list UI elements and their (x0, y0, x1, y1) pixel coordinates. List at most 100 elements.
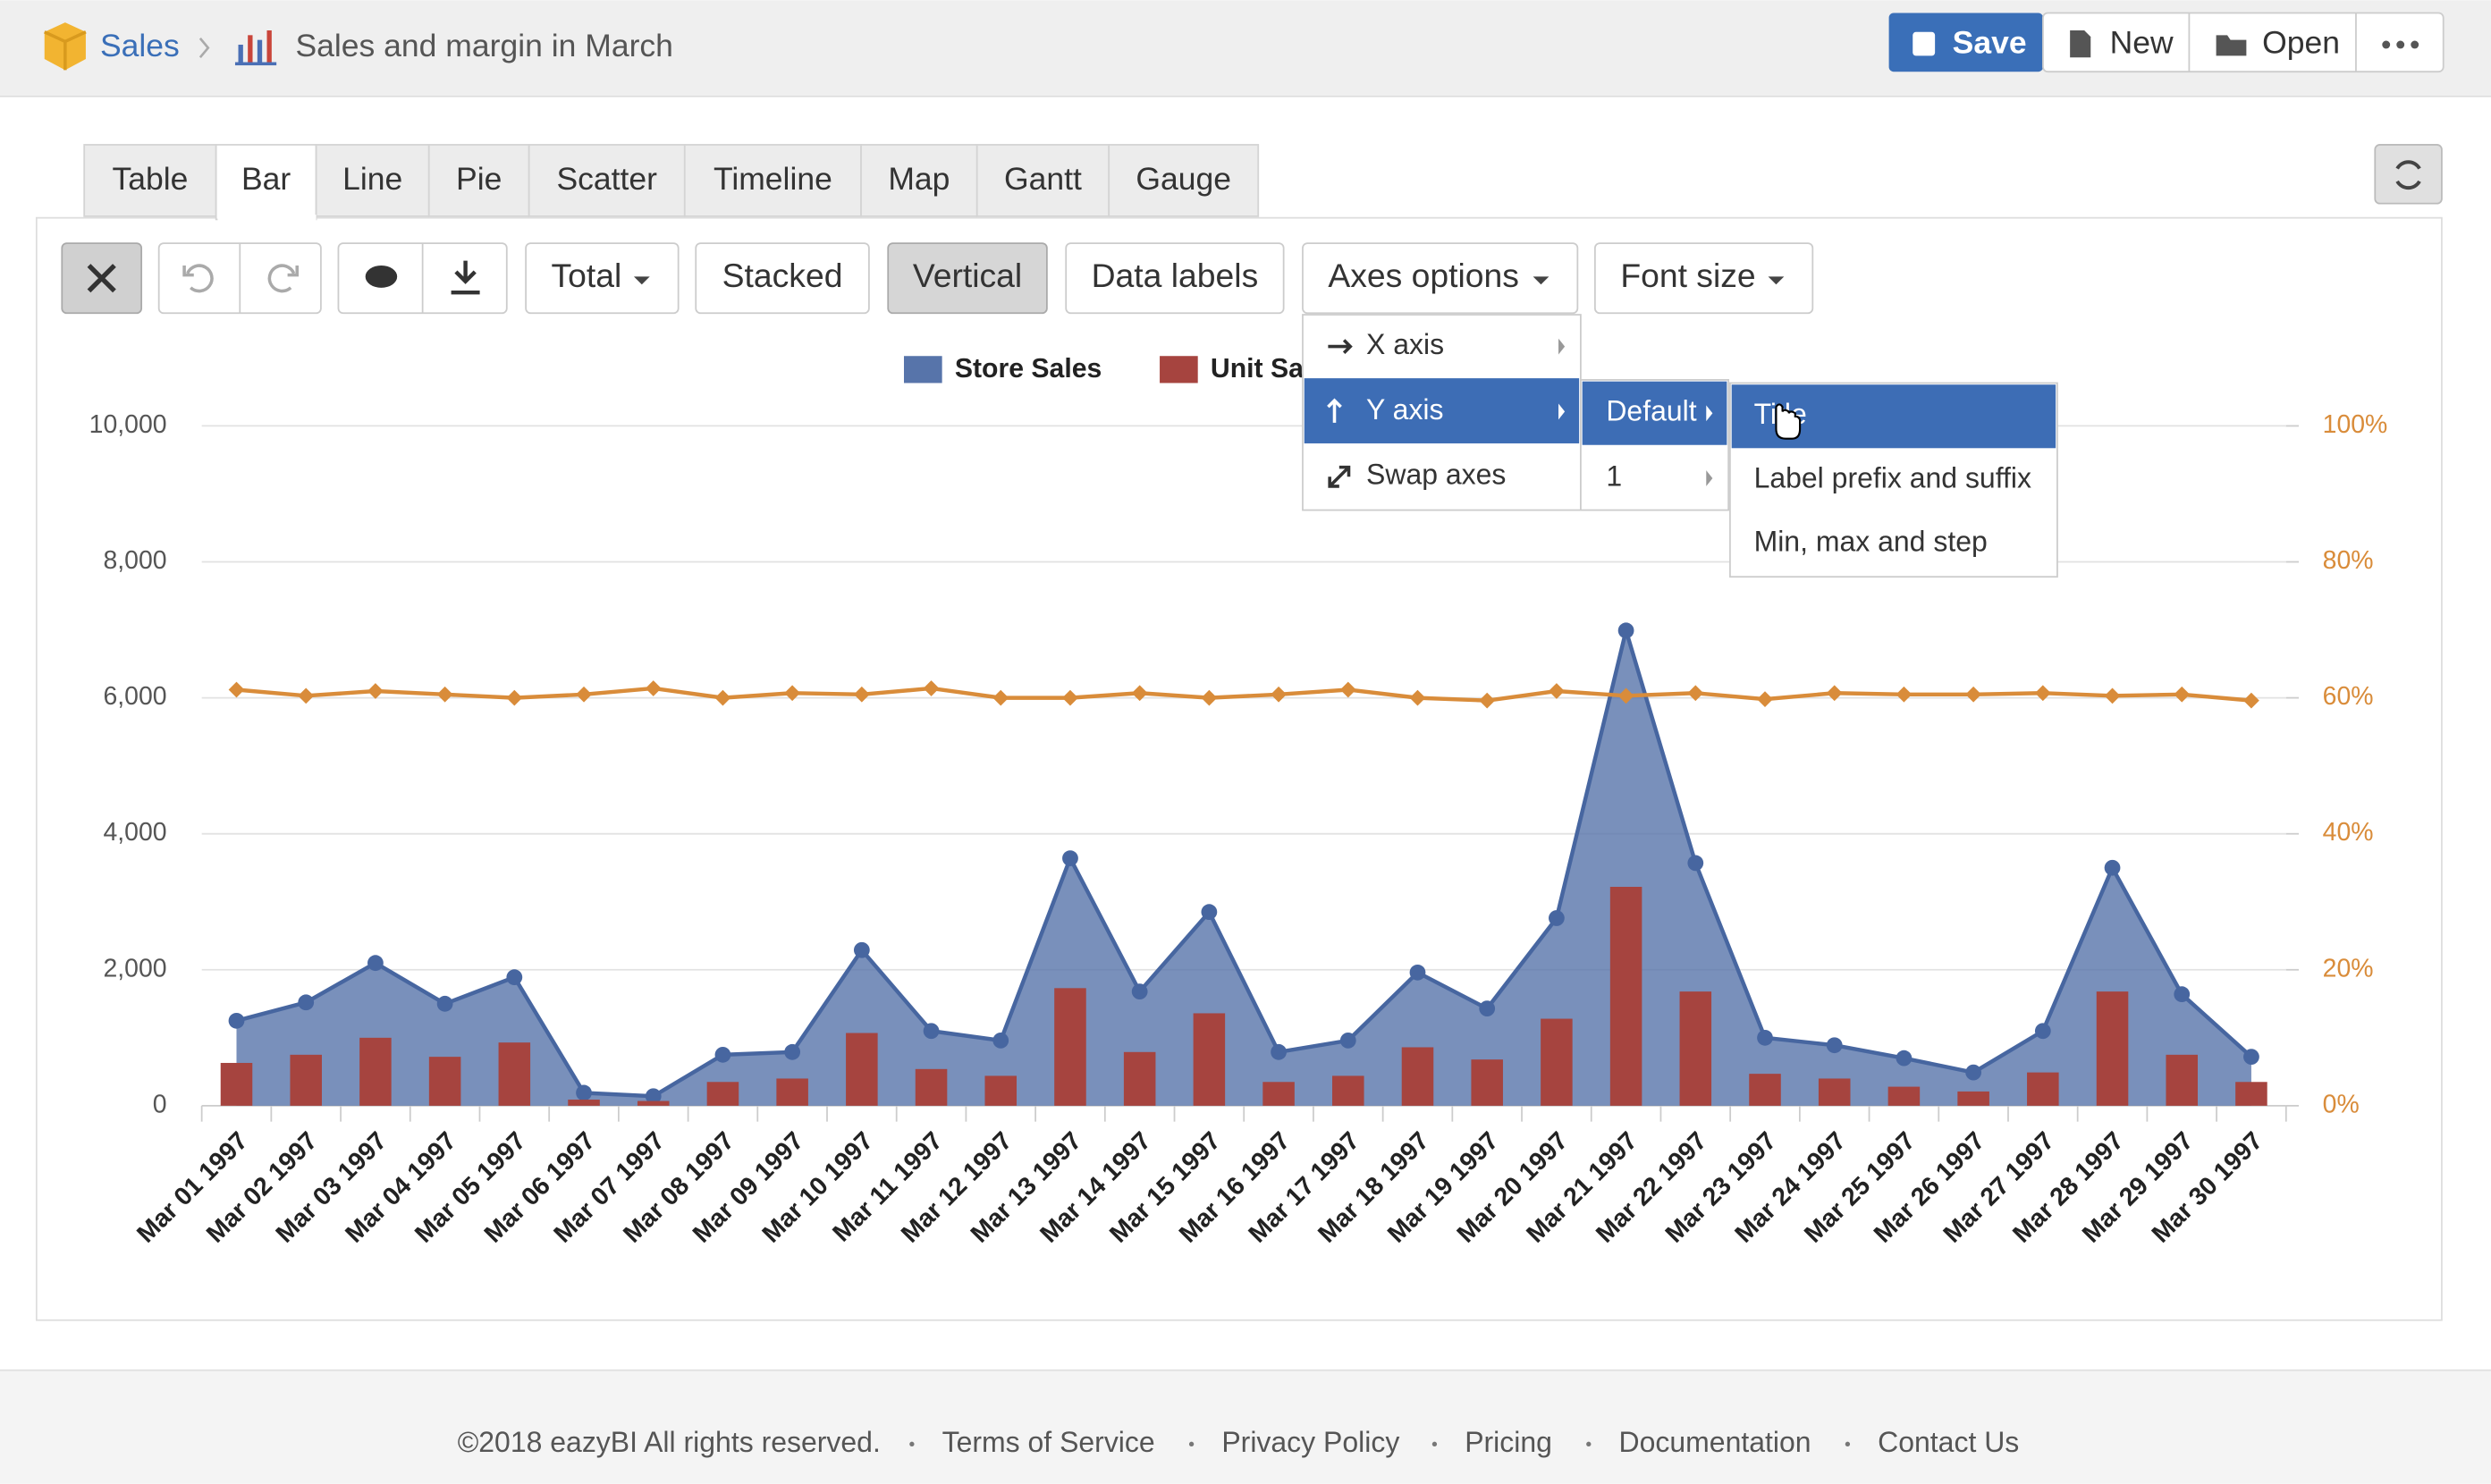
area-point (367, 955, 384, 972)
toolbar-label[interactable]: Total (552, 257, 622, 294)
menu-item[interactable]: Swap axes (1366, 459, 1506, 491)
options-item[interactable]: Label prefix and suffix (1754, 461, 2031, 493)
toolbar-label[interactable]: Vertical (913, 257, 1022, 294)
bar (2166, 1054, 2199, 1106)
menu-item[interactable]: Y axis (1366, 393, 1443, 426)
breadcrumb-link[interactable]: Sales (100, 28, 180, 63)
chart-tab[interactable] (860, 144, 978, 217)
chart-tab-label[interactable]: Timeline (714, 161, 832, 197)
toolbar-label[interactable]: Stacked (722, 257, 843, 294)
chart-tab-label[interactable]: Table (112, 161, 188, 197)
more-button[interactable] (2382, 40, 2419, 49)
footer-link: ©2018 eazyBI All rights reserved. (458, 1426, 881, 1458)
toolbar-button[interactable] (1065, 242, 1285, 315)
bar (1609, 887, 1642, 1106)
chart-tab-label[interactable]: Gauge (1136, 161, 1231, 197)
area-point (784, 1043, 801, 1060)
chart-tab-label[interactable]: Pie (456, 161, 502, 197)
bar (706, 1082, 739, 1106)
menu-highlight (1304, 378, 1580, 443)
area-point (853, 941, 870, 958)
save-icon (1913, 31, 1936, 56)
cube-icon (44, 22, 87, 71)
footer-link[interactable]: Pricing (1465, 1426, 1552, 1458)
toolbar-label[interactable]: Axes options (1328, 257, 1519, 294)
line-point (367, 683, 384, 699)
bar (1679, 991, 1712, 1106)
report-title: Sales and margin in March (295, 28, 672, 63)
bar (776, 1078, 808, 1106)
chart-tab-label[interactable]: Scatter (556, 161, 657, 197)
chart-tab[interactable] (83, 144, 217, 217)
bar (1471, 1059, 1503, 1106)
bar (637, 1100, 670, 1106)
legend-swatch (1160, 356, 1198, 384)
footer-separator (1845, 1441, 1851, 1447)
bar (498, 1042, 531, 1106)
download-icon (451, 260, 480, 295)
menu-item[interactable]: X axis (1366, 328, 1444, 360)
bar (1332, 1075, 1364, 1106)
toolbar-button[interactable] (525, 242, 680, 315)
toolbar-button[interactable] (1302, 242, 1579, 315)
toolbar-label[interactable]: Data labels (1092, 257, 1259, 294)
submenu-item[interactable]: Default (1606, 395, 1696, 427)
area-point (714, 1046, 731, 1063)
bar (1401, 1047, 1434, 1106)
new-label[interactable]: New (2110, 24, 2174, 60)
chart-tab[interactable] (315, 144, 430, 217)
arrow-icon (1327, 398, 1342, 423)
toolbar-button[interactable] (1594, 242, 1814, 315)
chart-tab[interactable] (975, 144, 1110, 217)
toolbar-label[interactable]: Font size (1620, 257, 1755, 294)
save-button[interactable] (1888, 13, 2043, 72)
chart-tab-label[interactable]: Gantt (1004, 161, 1082, 197)
bar (1193, 1013, 1226, 1106)
footer-separator (1431, 1441, 1438, 1447)
line-point (714, 689, 731, 706)
line-point (1201, 689, 1218, 706)
chart-tab[interactable] (683, 144, 862, 217)
submenu-item[interactable]: 1 (1606, 460, 1622, 493)
footer-link[interactable]: Privacy Policy (1221, 1426, 1399, 1458)
footer-link[interactable]: Terms of Service (942, 1426, 1155, 1458)
open-label[interactable]: Open (2262, 24, 2340, 60)
chart-icon (234, 30, 277, 66)
y-tick-label: 8,000 (103, 546, 166, 575)
area-line (235, 622, 2253, 1099)
line-point (576, 686, 592, 703)
line-point (506, 689, 523, 706)
options-item[interactable]: Min, max and step (1754, 525, 1988, 557)
toolbar-button[interactable] (695, 242, 870, 315)
chart-tab-label[interactable]: Map (888, 161, 950, 197)
y2-tick-label: 40% (2323, 818, 2374, 847)
area-point (1409, 964, 1426, 981)
chart-tab[interactable] (1108, 144, 1260, 217)
fullscreen-icon (87, 264, 116, 293)
save-label[interactable]: Save (1953, 24, 2027, 60)
bar (1123, 1051, 1156, 1106)
footer-separator (1188, 1441, 1195, 1447)
footer-link[interactable]: Documentation (1619, 1426, 1811, 1458)
bar (568, 1100, 600, 1106)
caret (633, 276, 650, 285)
chart-tab-label[interactable]: Line (342, 161, 402, 197)
bar (1749, 1074, 1781, 1106)
bar (2096, 991, 2129, 1106)
bar (984, 1075, 1018, 1106)
area-point (1479, 1000, 1496, 1017)
y-tick-label: 4,000 (103, 818, 166, 847)
controls: Table Bar Line Pie Scatter Timeline Map Gantt Ga… (83, 144, 2058, 1458)
chart-tab-label[interactable]: Bar (241, 161, 291, 197)
area-point (1339, 1032, 1356, 1049)
footer-link[interactable]: Contact Us (1878, 1426, 2019, 1458)
line-point (1757, 691, 1773, 708)
refresh-button[interactable] (2374, 144, 2443, 205)
chart-tab[interactable] (528, 144, 686, 217)
toolbar-button[interactable] (887, 242, 1048, 315)
area-point (645, 1088, 662, 1105)
area-point (1062, 850, 1078, 866)
submenu-highlight (1582, 381, 1727, 445)
